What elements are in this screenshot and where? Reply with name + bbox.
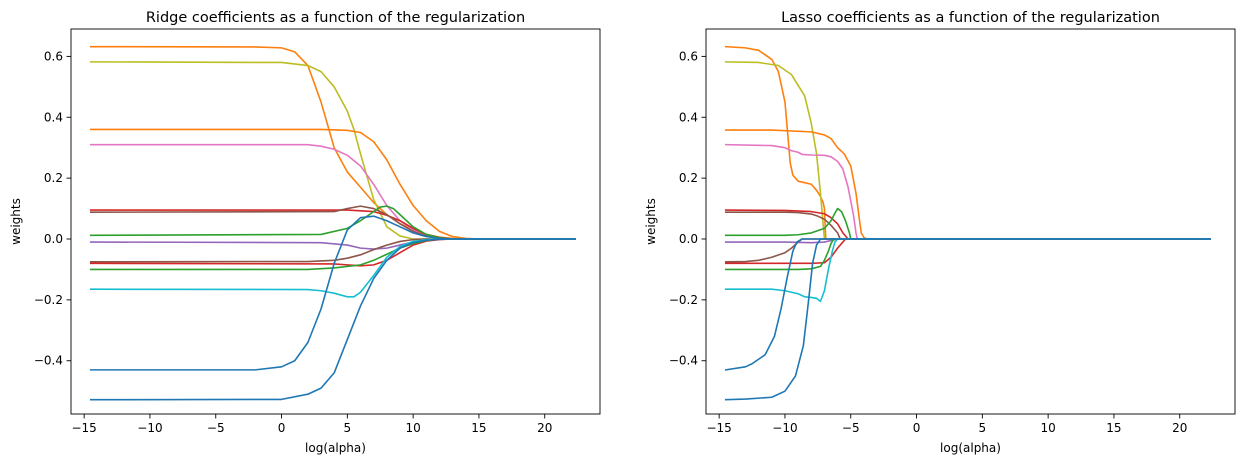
ridge-y-tick-label: 0.2 <box>44 171 63 185</box>
lasso-y-tick-label: −0.2 <box>669 293 698 307</box>
lasso-series-line-7 <box>724 207 1211 240</box>
lasso-y-tick-label: −0.4 <box>669 354 698 368</box>
lasso-x-tick-label: 0 <box>913 421 921 435</box>
ridge-y-tick-label: −0.4 <box>34 354 63 368</box>
lasso-chart-title: Lasso coefficients as a function of the … <box>781 10 1160 26</box>
ridge-series-line-6 <box>89 205 576 240</box>
lasso-series-line-14 <box>724 238 1211 401</box>
ridge-series-line-8 <box>89 238 576 250</box>
ridge-chart-title: Ridge coefficients as a function of the … <box>146 10 525 26</box>
ridge-series-group <box>89 45 576 401</box>
lasso-series-line-13 <box>724 238 1211 371</box>
ridge-x-tick-label: −15 <box>71 421 96 435</box>
lasso-x-tick-label: 5 <box>979 421 987 435</box>
lasso-x-tick-label: −10 <box>772 421 797 435</box>
lasso-series-line-1 <box>724 45 1211 240</box>
lasso-axes-frame <box>705 28 1236 415</box>
lasso-x-tick-label: 15 <box>1106 421 1121 435</box>
ridge-x-tick-label: 10 <box>405 421 420 435</box>
lasso-x-tick-label: −15 <box>706 421 731 435</box>
lasso-series-line-12 <box>724 238 1211 303</box>
lasso-x-axis-label: log(alpha) <box>940 441 1001 455</box>
ridge-y-axis-label: weights <box>9 198 23 245</box>
ridge-panel: −15 −10 −5 0 5 10 15 20 −0.4 −0.2 0.0 0.2 0.4 0.6 Ridg… <box>9 10 601 455</box>
ridge-series-line-9 <box>89 238 576 263</box>
lasso-series-group <box>724 45 1211 401</box>
lasso-y-tick-label: 0.4 <box>679 110 698 124</box>
lasso-series-line-4 <box>724 143 1211 240</box>
lasso-x-tick-label: 10 <box>1040 421 1055 435</box>
ridge-x-tick-label: −10 <box>137 421 162 435</box>
lasso-y-axis-label: weights <box>644 198 658 245</box>
ridge-x-tick-label: 20 <box>537 421 552 435</box>
lasso-y-tick-label: 0.6 <box>679 49 698 63</box>
ridge-x-tick-label: 0 <box>278 421 286 435</box>
lasso-series-line-9 <box>724 238 1211 263</box>
lasso-series-line-11 <box>724 238 1211 271</box>
ridge-x-tick-label: 5 <box>344 421 352 435</box>
ridge-x-tick-label: −5 <box>207 421 225 435</box>
ridge-y-tick-label: −0.2 <box>34 293 63 307</box>
ridge-series-line-13 <box>89 215 576 371</box>
lasso-series-line-3 <box>724 129 1211 240</box>
lasso-x-tick-label: 20 <box>1172 421 1187 435</box>
lasso-x-tick-label: −5 <box>842 421 860 435</box>
ridge-y-tick-label: 0.4 <box>44 110 63 124</box>
lasso-y-tick-label: 0.2 <box>679 171 698 185</box>
ridge-x-axis-label: log(alpha) <box>305 441 366 455</box>
ridge-series-line-14 <box>89 238 576 401</box>
ridge-series-line-2 <box>89 61 576 240</box>
lasso-series-line-6 <box>724 211 1211 240</box>
lasso-panel: −15 −10 −5 0 5 10 15 20 −0.4 −0.2 0.0 0.2 0.4 0.6 Lass… <box>644 10 1236 455</box>
ridge-x-tick-label: 15 <box>471 421 486 435</box>
lasso-y-tick-label: 0.0 <box>679 232 698 246</box>
ridge-y-tick-label: 0.0 <box>44 232 63 246</box>
ridge-axes-frame <box>70 28 601 415</box>
ridge-y-tick-label: 0.6 <box>44 49 63 63</box>
ridge-series-line-4 <box>89 143 576 240</box>
ridge-series-line-3 <box>89 128 576 240</box>
